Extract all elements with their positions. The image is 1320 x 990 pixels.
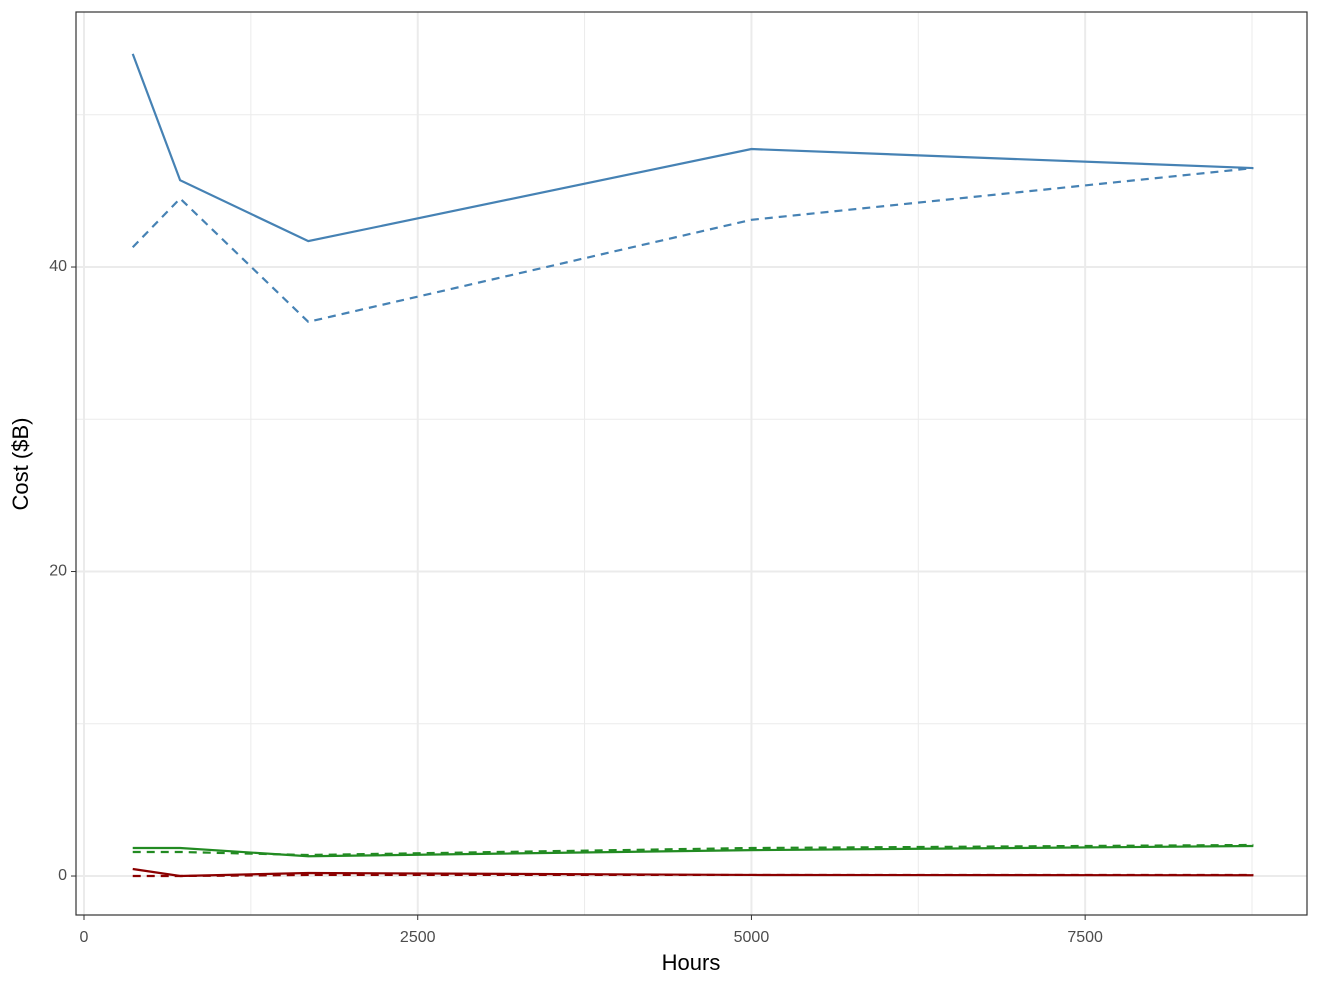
lines bbox=[131, 53, 1254, 878]
y-tick-label: 0 bbox=[58, 867, 67, 884]
y-axis-title: Cost ($B) bbox=[8, 418, 33, 511]
series-line bbox=[132, 843, 1254, 857]
x-tick-label: 2500 bbox=[400, 929, 436, 946]
series-line bbox=[132, 873, 1254, 878]
x-axis-title: Hours bbox=[662, 950, 721, 975]
plot-panel bbox=[76, 12, 1307, 915]
plot-border bbox=[75, 11, 1308, 916]
x-tick-label: 0 bbox=[80, 929, 89, 946]
series-line bbox=[131, 166, 1254, 324]
series-line bbox=[132, 844, 1254, 858]
series-line bbox=[131, 53, 1254, 243]
y-tick-label: 20 bbox=[49, 563, 67, 580]
x-tick-label: 5000 bbox=[734, 929, 770, 946]
y-tick-label: 40 bbox=[49, 258, 67, 275]
x-tick-label: 7500 bbox=[1067, 929, 1103, 946]
